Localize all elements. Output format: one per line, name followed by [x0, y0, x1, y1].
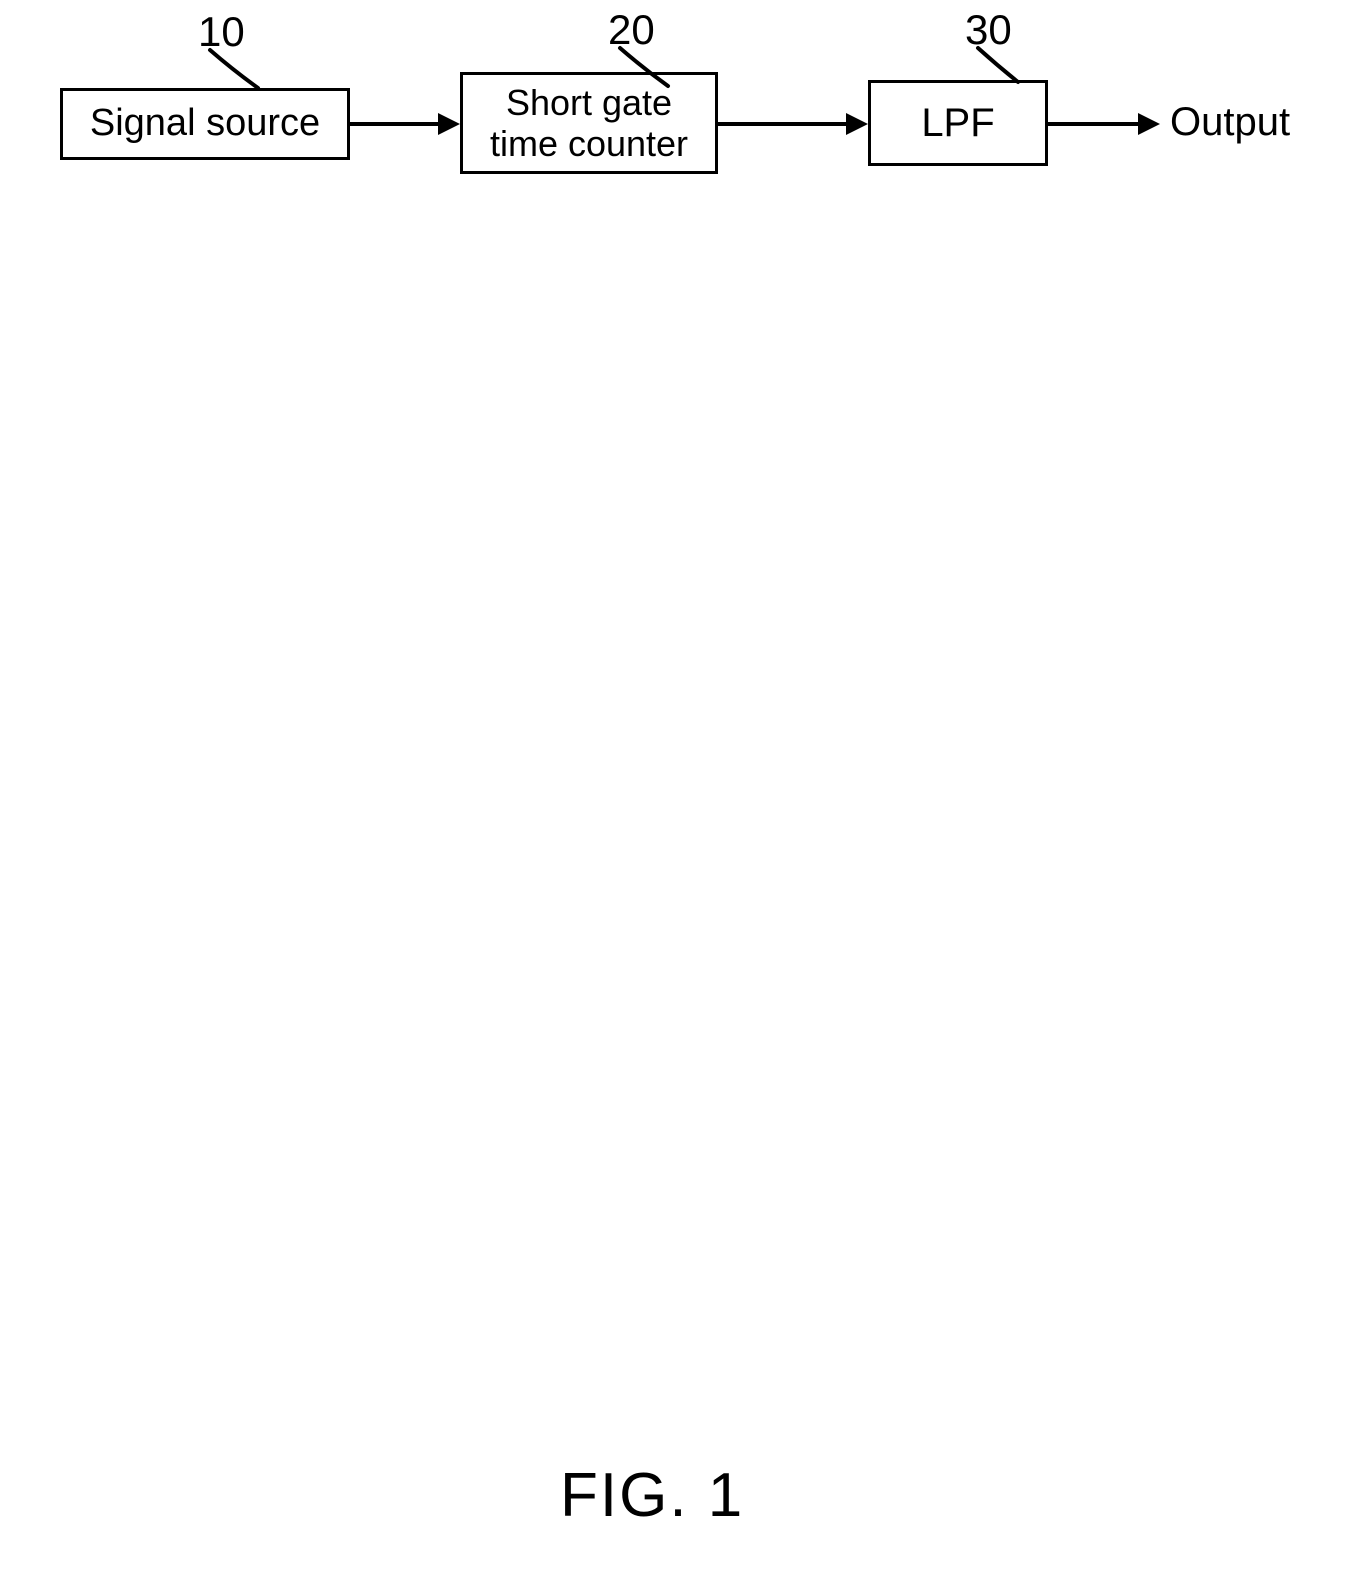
- arrow-output: [1048, 122, 1138, 126]
- block-label: Short gate time counter: [490, 82, 688, 165]
- block-label: LPF: [921, 100, 994, 146]
- figure-caption: FIG. 1: [560, 1460, 744, 1531]
- arrow-head-1-2: [438, 113, 460, 135]
- ref-label-10: 10: [198, 8, 245, 56]
- block-label: Signal source: [90, 102, 320, 146]
- ref-label-20: 20: [608, 6, 655, 54]
- block-short-gate-time-counter: Short gate time counter: [460, 72, 718, 174]
- block-signal-source: Signal source: [60, 88, 350, 160]
- arrow-1-2: [350, 122, 438, 126]
- block-lpf: LPF: [868, 80, 1048, 166]
- arrow-2-3: [718, 122, 846, 126]
- output-label: Output: [1170, 100, 1290, 145]
- arrow-head-2-3: [846, 113, 868, 135]
- arrow-head-output: [1138, 113, 1160, 135]
- ref-label-30: 30: [965, 6, 1012, 54]
- diagram-canvas: Signal source 10 Short gate time counter…: [0, 0, 1370, 1586]
